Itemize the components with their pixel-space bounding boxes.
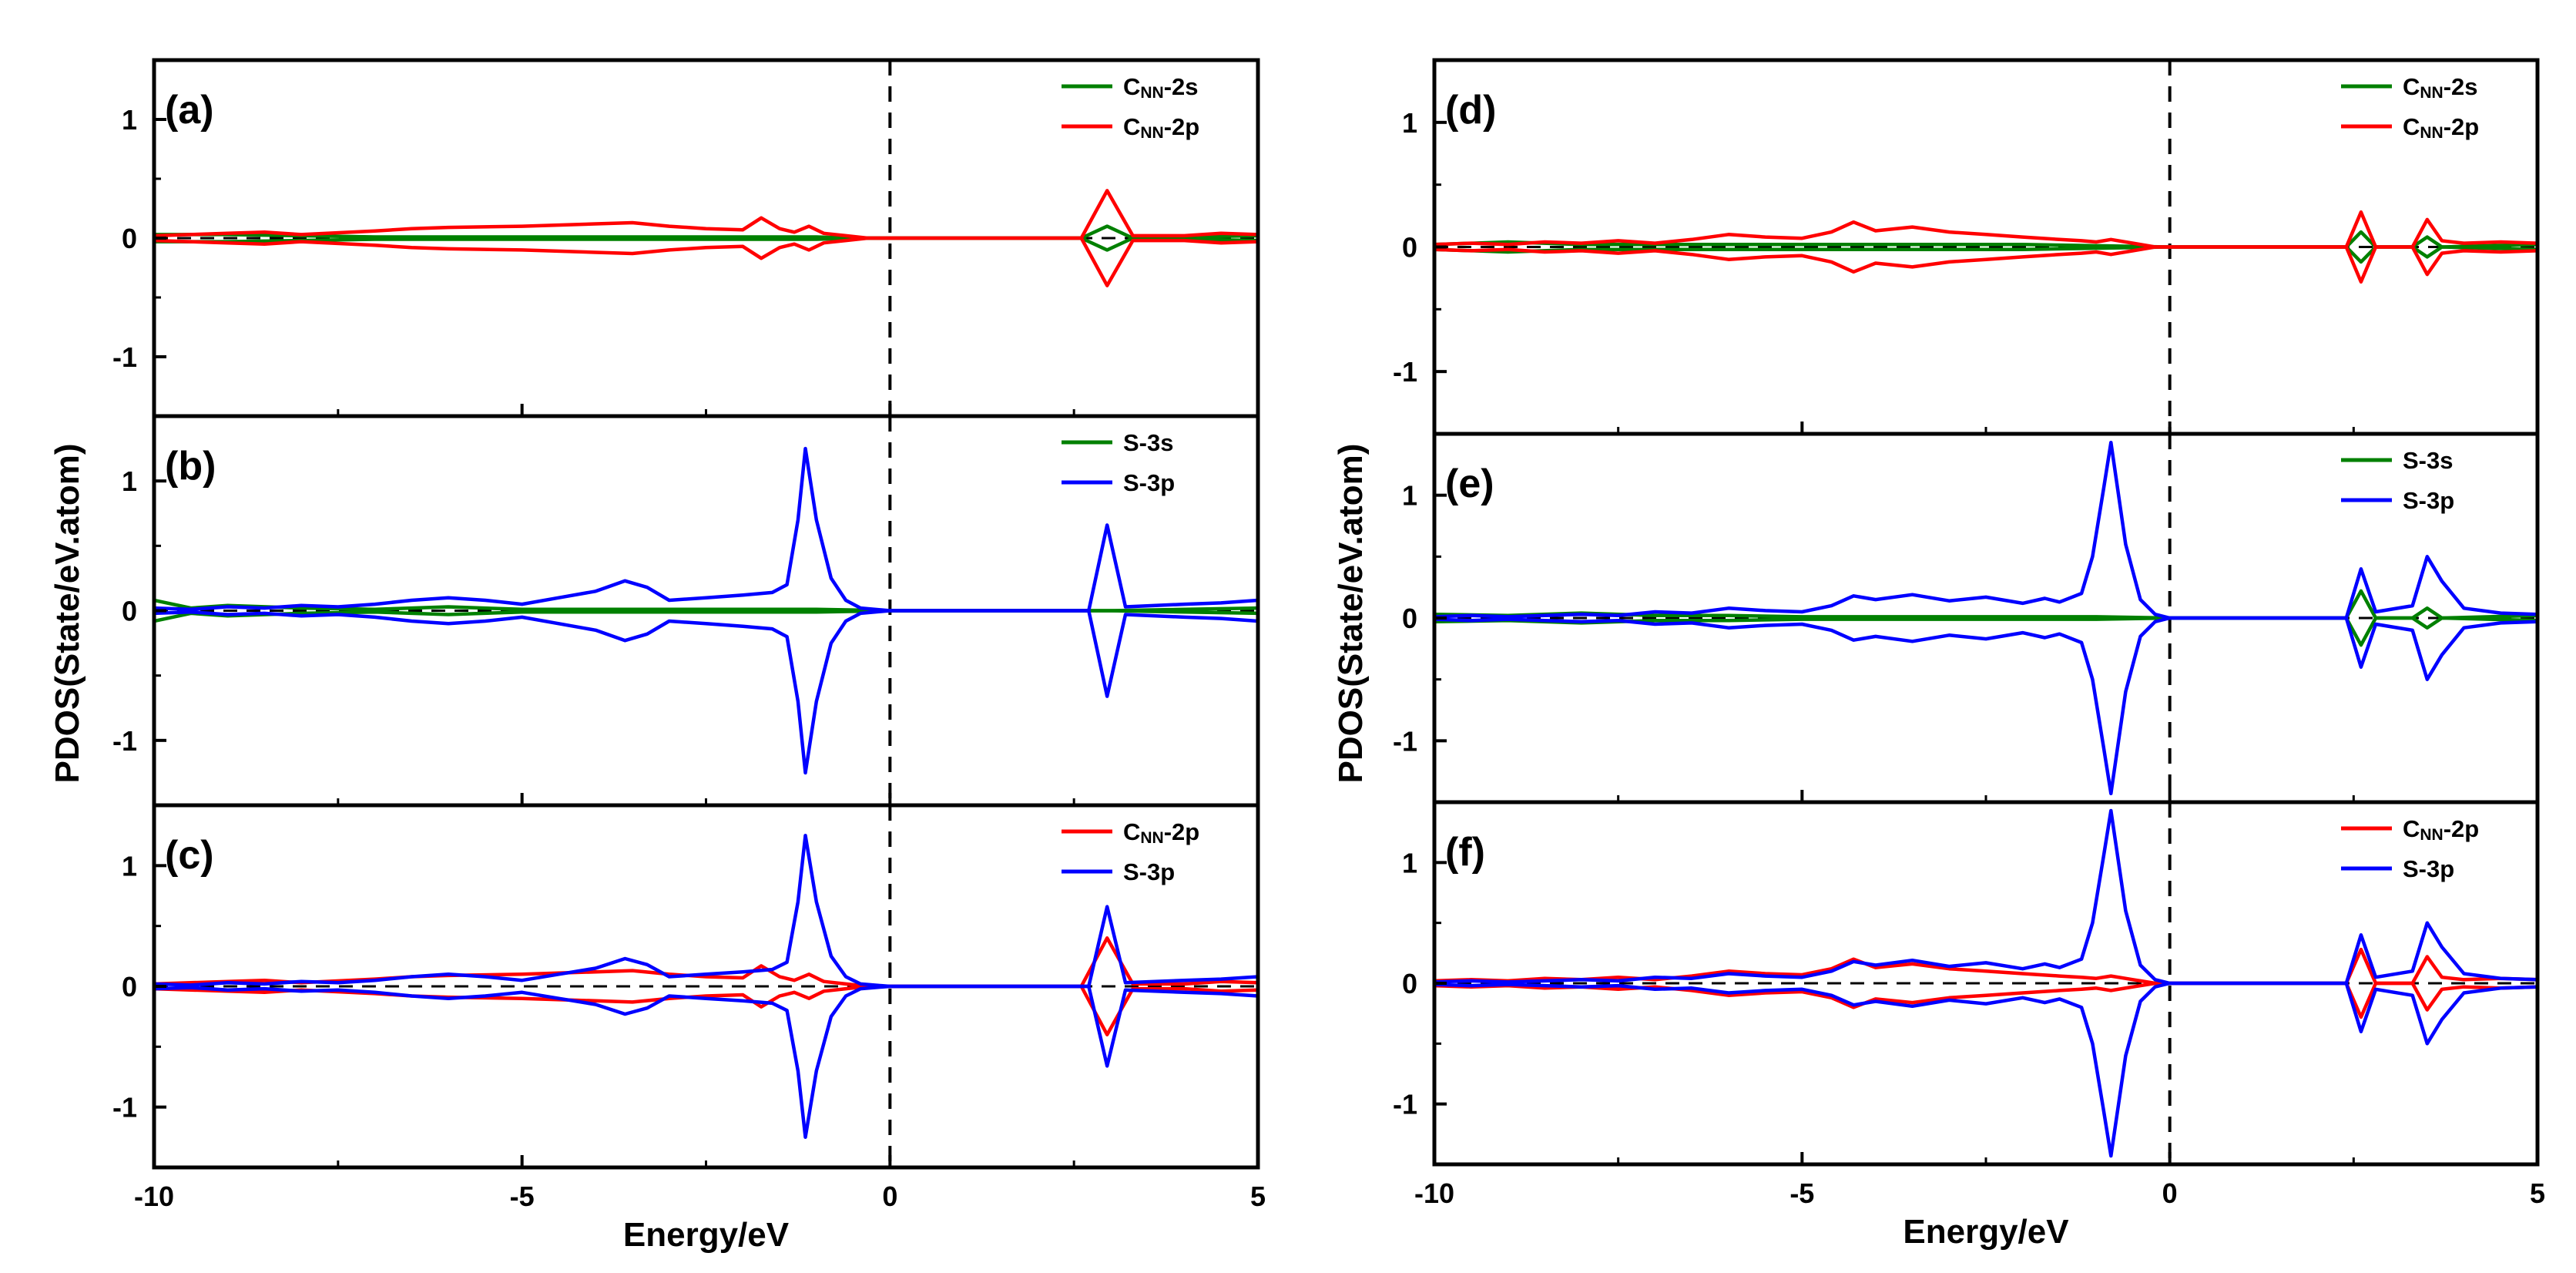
x-axis-title: Energy/eV — [623, 1216, 790, 1254]
legend-label: CNN-2p — [2403, 113, 2479, 142]
series-line-spin-up — [154, 189, 1258, 240]
series-line-spin-down — [154, 609, 1258, 775]
y-tick-label: 0 — [1402, 232, 1417, 264]
legend: CNN-2s CNN-2p — [2341, 73, 2479, 142]
y-tick-label: -1 — [1393, 1089, 1417, 1120]
panel-label: (e) — [1445, 462, 1494, 506]
series-line-spin-up — [154, 833, 1258, 989]
series-line-spin-up — [1434, 589, 2537, 620]
panel-f: 1 0 -1 -10 -5 0 5 Energy/eV (f) CNN-2p S-3p — [1393, 800, 2545, 1251]
y-tick-label: 1 — [122, 850, 137, 882]
panel-label: (b) — [165, 444, 216, 489]
y-axis-title: PDOS(State/eV.atom) — [49, 444, 86, 784]
series-line-spin-up — [1434, 210, 2537, 249]
y-tick-label: 1 — [1402, 847, 1417, 878]
legend-label: CNN-2s — [1123, 73, 1199, 102]
legend-label: S-3p — [2403, 487, 2454, 514]
y-tick-label: 0 — [122, 223, 137, 254]
y-tick-label: 1 — [1402, 107, 1417, 139]
panel-label: (f) — [1445, 830, 1485, 875]
x-tick-label: -5 — [1789, 1177, 1814, 1209]
series-line-spin-down — [154, 984, 1258, 1036]
y-tick-label: 1 — [122, 465, 137, 497]
x-axis-title: Energy/eV — [1903, 1213, 2069, 1251]
series-line-spin-down — [154, 236, 1258, 287]
legend: S-3s S-3p — [2341, 447, 2454, 514]
legend-label: S-3p — [1123, 858, 1175, 885]
x-tick-label: 5 — [1250, 1181, 1266, 1212]
x-tick-label: -10 — [1414, 1177, 1454, 1209]
legend-label: CNN-2p — [1123, 818, 1199, 847]
panel-d: 1 0 -1 (d) CNN-2s CNN-2p — [1393, 58, 2540, 436]
panel-a: 1 0 -1 (a) CNN-2s CNN-2p — [112, 58, 1260, 418]
series-line-spin-up — [154, 446, 1258, 613]
y-axis-title: PDOS(State/eV.atom) — [1332, 444, 1370, 784]
series-line-spin-down — [1434, 616, 2537, 647]
series-line-spin-down — [1434, 616, 2537, 796]
legend: CNN-2p S-3p — [2341, 815, 2479, 882]
panel-label: (c) — [165, 833, 214, 878]
y-tick-label: 0 — [1402, 603, 1417, 634]
panel-b: 1 0 -1 (b) S-3s S-3p — [112, 414, 1260, 808]
x-tick-label: 0 — [882, 1181, 897, 1212]
legend-label: S-3p — [1123, 469, 1175, 496]
legend: CNN-2s CNN-2p — [1062, 73, 1199, 142]
x-tick-label: 0 — [2162, 1177, 2178, 1209]
y-tick-label: 0 — [122, 596, 137, 627]
x-tick-label: -10 — [134, 1181, 174, 1212]
series-line-spin-up — [154, 936, 1258, 989]
series-line-spin-down — [154, 984, 1258, 1140]
legend-label: S-3s — [2403, 447, 2453, 474]
y-tick-label: -1 — [112, 725, 137, 757]
y-tick-label: -1 — [1393, 356, 1417, 388]
series-line-spin-up — [1434, 808, 2537, 986]
legend-label: CNN-2p — [1123, 113, 1199, 142]
panel-e: 1 0 -1 (e) S-3s S-3p — [1393, 432, 2540, 804]
y-tick-label: -1 — [112, 341, 137, 373]
y-tick-label: 1 — [1402, 480, 1417, 512]
legend-label: CNN-2p — [2403, 815, 2479, 844]
series-line-spin-up — [1434, 440, 2537, 620]
series-line-spin-down — [1434, 981, 2537, 1158]
y-tick-label: 0 — [122, 971, 137, 1003]
legend: CNN-2p S-3p — [1062, 818, 1199, 885]
x-tick-label: -5 — [510, 1181, 535, 1212]
legend: S-3s S-3p — [1062, 429, 1175, 496]
panel-label: (d) — [1445, 88, 1496, 133]
series-line-spin-up — [154, 224, 1258, 240]
y-tick-label: 0 — [1402, 968, 1417, 999]
legend-label: CNN-2s — [2403, 73, 2478, 102]
y-tick-label: 1 — [122, 104, 137, 136]
x-tick-label: 5 — [2530, 1177, 2545, 1209]
series-line-spin-down — [154, 236, 1258, 252]
legend-label: S-3p — [2403, 855, 2454, 882]
y-tick-label: -1 — [1393, 725, 1417, 757]
series-line-spin-down — [1434, 245, 2537, 284]
y-tick-label: -1 — [112, 1092, 137, 1124]
panel-c: 1 0 -1 -10 -5 0 5 Energy/eV (c) CNN-2p S-3p — [112, 803, 1266, 1254]
panel-label: (a) — [165, 88, 214, 133]
legend-label: S-3s — [1123, 429, 1173, 456]
